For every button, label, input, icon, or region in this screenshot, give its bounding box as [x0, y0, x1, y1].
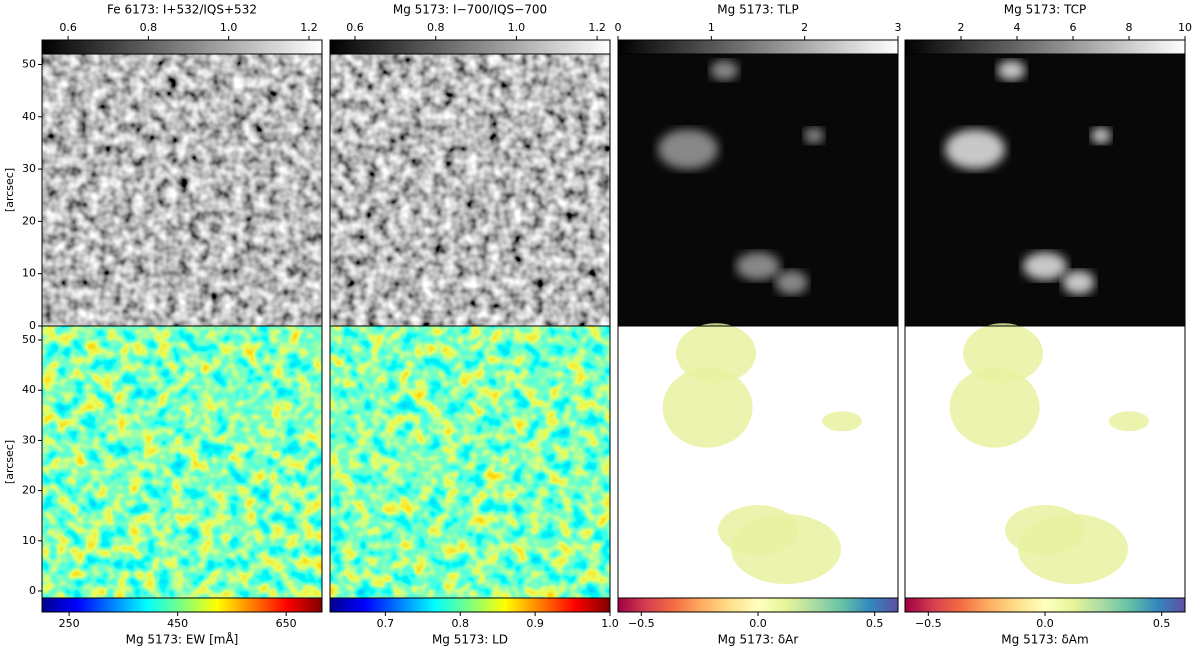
map-image: [618, 54, 898, 326]
colorbar-tick-label: 2: [801, 21, 808, 34]
y-tick-label: 0: [29, 319, 36, 332]
colorbar-tick-label: 2: [958, 21, 965, 34]
map-image: [42, 326, 322, 598]
valid-region: [963, 323, 1043, 384]
colorbar-tick-label: 1.2: [300, 21, 318, 34]
panel: 0.6 0.8 1.0 1.2 Mg 5173: I−700/IQS−700: [329, 3, 611, 327]
colorbar-tick-label: 0.5: [1153, 617, 1171, 630]
colorbar-tick-label: −0.5: [628, 617, 655, 630]
valid-region: [1005, 505, 1085, 555]
colorbar-tick-label: 0.7: [377, 617, 395, 630]
valid-region: [1109, 411, 1149, 432]
panel-label: Mg 5173: LD: [432, 633, 508, 647]
map-image: [330, 54, 610, 326]
colorbar-tick-label: 3: [895, 21, 902, 34]
panel: 0.7 0.8 0.9 1.0 Mg 5173: LD: [329, 325, 619, 647]
colorbar-tick-label: 1.0: [508, 21, 526, 34]
panel: 0 1 2 3 Mg 5173: TLP: [615, 3, 902, 327]
colorbar-tick-label: 1.0: [220, 21, 238, 34]
colorbar-tick-label: 650: [276, 617, 297, 630]
panel-title: Mg 5173: TCP: [1004, 3, 1086, 17]
valid-region: [822, 411, 862, 432]
bright-region: [658, 129, 718, 170]
y-tick-label: 50: [22, 333, 36, 346]
colorbar-tick-label: 0.8: [427, 21, 445, 34]
colorbar: [329, 39, 611, 55]
bright-region: [1091, 127, 1111, 144]
y-tick-label: 40: [22, 110, 36, 123]
panel: −0.5 0.0 0.5 Mg 5173: δAm: [904, 323, 1186, 647]
panel-title: Mg 5173: I−700/IQS−700: [393, 3, 547, 17]
colorbar-tick-label: 250: [59, 617, 80, 630]
y-tick-label: 10: [22, 534, 36, 547]
y-tick-label: 30: [22, 162, 36, 175]
y-tick-label: 30: [22, 433, 36, 446]
panel: −0.5 0.0 0.5 Mg 5173: δAr: [617, 323, 899, 647]
colorbar-tick-label: 4: [1014, 21, 1021, 34]
colorbar-tick-label: 0.0: [1036, 617, 1054, 630]
panel: 250 450 650 Mg 5173: EW [mÅ] 0 10 20 30 40 50 [arc…: [3, 325, 323, 647]
bright-region: [945, 129, 1005, 170]
colorbar-tick-label: 1.0: [601, 617, 619, 630]
colorbar-tick-label: 1: [708, 21, 715, 34]
map-image: [330, 326, 610, 598]
colorbar-tick-label: 0.8: [140, 21, 158, 34]
y-axis-label: [arcsec]: [3, 440, 16, 484]
panel: 2 4 6 8 10 Mg 5173: TCP: [904, 3, 1192, 327]
bright-region: [736, 252, 780, 281]
panel-label: Mg 5173: δAm: [1001, 633, 1088, 647]
colorbar-tick-label: −0.5: [915, 617, 942, 630]
valid-region: [949, 367, 1040, 448]
panel-label: Mg 5173: δAr: [718, 633, 799, 647]
colorbar: [617, 597, 899, 613]
panel: 0.6 0.8 1.0 1.2 Fe 6173: I+532/IQS+532 0 10 20 3…: [3, 3, 323, 332]
panel-label: Mg 5173: EW [mÅ]: [126, 632, 239, 647]
colorbar-tick-label: 8: [1126, 21, 1133, 34]
y-tick-label: 10: [22, 267, 36, 280]
bright-region: [710, 60, 739, 81]
colorbar: [41, 39, 323, 55]
bright-region: [997, 60, 1026, 81]
y-tick-label: 20: [22, 484, 36, 497]
colorbar: [904, 597, 1186, 613]
colorbar-tick-label: 0.6: [59, 21, 77, 34]
bright-region: [1062, 270, 1095, 295]
map-image: [905, 54, 1185, 326]
y-tick-label: 40: [22, 383, 36, 396]
colorbar: [41, 597, 323, 613]
y-tick-label: 50: [22, 57, 36, 70]
colorbar: [329, 597, 611, 613]
colorbar-tick-label: 10: [1178, 21, 1192, 34]
bright-region: [1023, 252, 1067, 281]
colorbar-tick-label: 6: [1070, 21, 1077, 34]
y-axis-label: [arcsec]: [3, 168, 16, 212]
map-image: [42, 54, 322, 326]
panel-title: Fe 6173: I+532/IQS+532: [107, 3, 257, 17]
colorbar-tick-label: 0.5: [866, 617, 884, 630]
colorbar-tick-label: 0: [615, 21, 622, 34]
colorbar-tick-label: 450: [167, 617, 188, 630]
y-tick-label: 20: [22, 214, 36, 227]
colorbar-tick-label: 0.0: [749, 617, 767, 630]
y-tick-label: 0: [29, 584, 36, 597]
bright-region: [775, 270, 808, 295]
colorbar-tick-label: 0.6: [346, 21, 364, 34]
valid-region: [676, 323, 756, 384]
colorbar: [617, 39, 899, 55]
colorbar: [904, 39, 1186, 55]
valid-region: [718, 505, 798, 555]
panel-title: Mg 5173: TLP: [717, 3, 798, 17]
colorbar-tick-label: 0.8: [452, 617, 470, 630]
colorbar-tick-label: 0.9: [526, 617, 544, 630]
bright-region: [804, 127, 824, 144]
colorbar-tick-label: 1.2: [588, 21, 606, 34]
valid-region: [662, 367, 753, 448]
